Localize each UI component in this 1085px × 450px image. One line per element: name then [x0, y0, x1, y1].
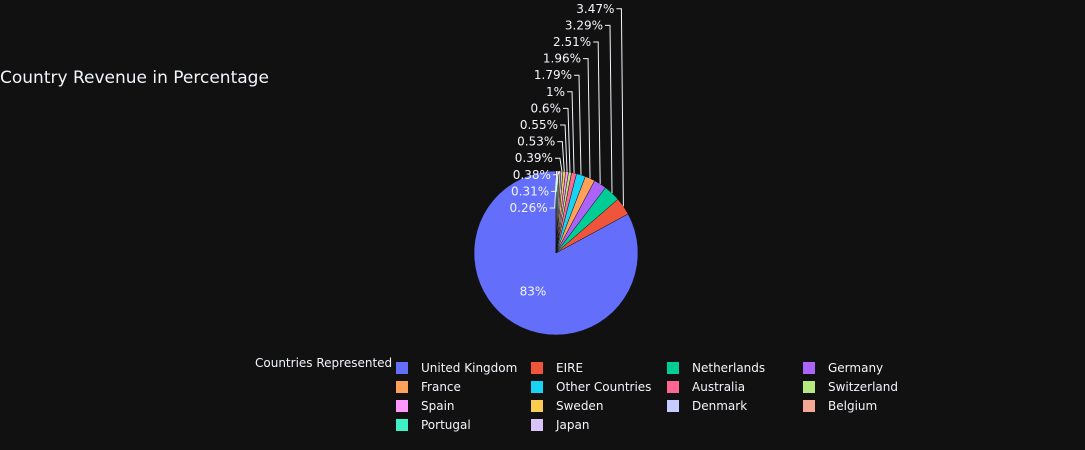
leader-spain: [560, 124, 568, 172]
leader-switzerland: [562, 107, 571, 173]
slice-label-sweden: 0.53%: [517, 135, 555, 149]
legend-title: Countries Represented: [255, 356, 393, 370]
legend-item-australia[interactable]: Australia: [667, 379, 745, 395]
leader-portugal: [551, 170, 559, 192]
legend-swatch: [803, 400, 815, 412]
slice-label-netherlands: 3.29%: [565, 18, 603, 32]
legend-label: Switzerland: [828, 380, 898, 394]
legend-item-eire[interactable]: EIRE: [531, 360, 583, 376]
legend-swatch: [396, 419, 408, 431]
leader-australia: [567, 91, 575, 174]
legend-label: United Kingdom: [421, 361, 518, 375]
leader-other-countries: [574, 74, 582, 175]
legend-label: EIRE: [556, 361, 584, 375]
slice-label-denmark: 0.39%: [515, 151, 553, 165]
leader-sweden: [557, 141, 565, 172]
legend-label: Japan: [556, 418, 590, 432]
leader-france: [583, 58, 591, 179]
legend-item-switzerland[interactable]: Switzerland: [803, 379, 898, 395]
legend-swatch: [667, 400, 679, 412]
legend-label: Germany: [828, 361, 884, 375]
legend-label: Netherlands: [692, 361, 766, 375]
legend-label: Australia: [692, 380, 746, 394]
legend-item-spain[interactable]: Spain: [396, 398, 455, 414]
legend-swatch: [667, 381, 679, 393]
legend-item-sweden[interactable]: Sweden: [531, 398, 603, 414]
legend-swatch: [531, 381, 543, 393]
slice-label-spain: 0.55%: [520, 118, 558, 132]
leader-netherlands: [605, 24, 613, 194]
slice-label-eire: 3.47%: [576, 2, 614, 16]
legend-item-denmark[interactable]: Denmark: [667, 398, 747, 414]
legend-label: France: [421, 380, 461, 394]
legend-label: Spain: [421, 399, 455, 413]
legend-swatch: [396, 381, 408, 393]
legend-swatch: [531, 419, 543, 431]
slice-label-portugal: 0.31%: [511, 184, 549, 198]
legend-item-portugal[interactable]: Portugal: [396, 417, 471, 433]
chart-title: Country Revenue in Percentage: [0, 68, 269, 88]
slice-label-france: 1.96%: [543, 52, 581, 66]
legend-label: Other Countries: [556, 380, 652, 394]
legend-label: Sweden: [556, 399, 604, 413]
legend-swatch: [803, 362, 815, 374]
legend-item-france[interactable]: France: [396, 379, 461, 395]
legend-item-germany[interactable]: Germany: [803, 360, 883, 376]
legend-label: Portugal: [421, 418, 471, 432]
legend-swatch: [396, 362, 408, 374]
legend-item-other-countries[interactable]: Other Countries: [531, 379, 651, 395]
legend-item-united-kingdom[interactable]: United Kingdom: [396, 360, 517, 376]
slice-label-other-countries: 1.79%: [534, 68, 572, 82]
slice-label-australia: 1%: [546, 85, 565, 99]
leader-japan: [549, 170, 558, 209]
legend-swatch: [531, 362, 543, 374]
slice-label-japan: 0.26%: [510, 201, 548, 215]
legend-item-japan[interactable]: Japan: [531, 417, 589, 433]
legend-swatch: [803, 381, 815, 393]
slice-label-switzerland: 0.6%: [530, 101, 561, 115]
slice-label-united-kingdom: 83%: [520, 285, 547, 299]
legend-label: Denmark: [692, 399, 748, 413]
leader-eire: [616, 8, 624, 207]
legend-swatch: [531, 400, 543, 412]
leader-denmark: [554, 157, 563, 172]
legend-swatch: [396, 400, 408, 412]
legend-item-belgium[interactable]: Belgium: [803, 398, 877, 414]
legend-item-netherlands[interactable]: Netherlands: [667, 360, 765, 376]
legend-swatch: [667, 362, 679, 374]
slice-label-germany: 2.51%: [553, 35, 591, 49]
slice-label-belgium: 0.38%: [513, 168, 551, 182]
leader-germany: [593, 41, 601, 184]
legend-label: Belgium: [828, 399, 878, 413]
